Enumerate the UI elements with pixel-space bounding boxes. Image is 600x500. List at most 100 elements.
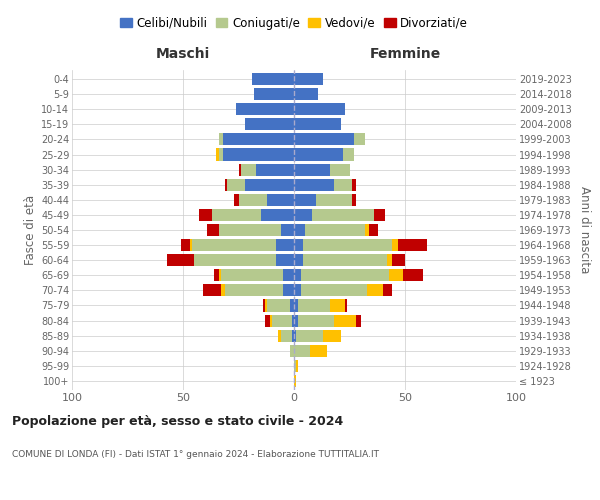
Bar — [245, 178, 294, 191]
Bar — [217, 148, 218, 160]
Bar — [234, 194, 239, 206]
Bar — [225, 178, 227, 191]
Bar — [221, 284, 225, 296]
Bar — [303, 239, 392, 251]
Bar — [292, 330, 294, 342]
Bar — [294, 360, 296, 372]
Bar — [294, 134, 354, 145]
Bar — [290, 344, 294, 357]
Bar — [281, 224, 294, 236]
Y-axis label: Fasce di età: Fasce di età — [23, 195, 37, 265]
Bar — [252, 73, 294, 85]
Legend: Celibi/Nubili, Coniugati/e, Vedovi/e, Divorziati/e: Celibi/Nubili, Coniugati/e, Vedovi/e, Di… — [115, 12, 473, 34]
Bar — [218, 224, 281, 236]
Bar — [218, 148, 223, 160]
Bar — [294, 375, 296, 387]
Bar — [365, 224, 370, 236]
Bar — [292, 314, 294, 326]
Bar — [398, 239, 427, 251]
Bar — [316, 194, 352, 206]
Bar — [354, 134, 365, 145]
Bar — [281, 330, 292, 342]
Bar — [392, 239, 398, 251]
Bar — [283, 269, 294, 281]
Bar — [294, 73, 323, 85]
Bar — [296, 360, 298, 372]
Bar — [221, 269, 283, 281]
Text: Maschi: Maschi — [156, 47, 210, 61]
Bar — [294, 194, 316, 206]
Text: Femmine: Femmine — [370, 47, 440, 61]
Bar — [356, 314, 361, 326]
Bar — [268, 300, 290, 312]
Bar — [294, 178, 334, 191]
Bar — [345, 300, 347, 312]
Bar — [334, 178, 352, 191]
Y-axis label: Anni di nascita: Anni di nascita — [578, 186, 591, 274]
Bar — [334, 314, 356, 326]
Bar — [294, 269, 301, 281]
Bar — [294, 103, 345, 116]
Bar — [389, 269, 403, 281]
Bar — [263, 300, 265, 312]
Bar — [225, 284, 283, 296]
Bar — [298, 300, 329, 312]
Bar — [223, 148, 294, 160]
Bar — [310, 344, 328, 357]
Bar — [387, 254, 392, 266]
Bar — [192, 239, 276, 251]
Bar — [269, 314, 272, 326]
Bar — [294, 148, 343, 160]
Bar — [374, 209, 385, 221]
Bar — [294, 209, 312, 221]
Bar — [296, 330, 323, 342]
Bar — [265, 314, 269, 326]
Bar — [268, 194, 294, 206]
Bar — [272, 314, 292, 326]
Bar — [167, 254, 194, 266]
Bar — [312, 209, 374, 221]
Bar — [294, 164, 329, 175]
Bar — [278, 330, 281, 342]
Bar — [301, 269, 389, 281]
Bar — [294, 284, 301, 296]
Bar — [214, 269, 218, 281]
Bar — [294, 88, 319, 100]
Bar — [212, 209, 261, 221]
Bar — [367, 284, 383, 296]
Bar — [370, 224, 379, 236]
Bar — [392, 254, 405, 266]
Bar — [329, 164, 350, 175]
Bar — [239, 164, 241, 175]
Bar — [383, 284, 392, 296]
Bar — [294, 224, 305, 236]
Bar — [352, 194, 356, 206]
Bar — [203, 284, 221, 296]
Bar — [190, 239, 192, 251]
Bar — [218, 269, 221, 281]
Bar — [276, 239, 294, 251]
Bar — [343, 148, 354, 160]
Bar — [245, 118, 294, 130]
Text: COMUNE DI LONDA (FI) - Dati ISTAT 1° gennaio 2024 - Elaborazione TUTTITALIA.IT: COMUNE DI LONDA (FI) - Dati ISTAT 1° gen… — [12, 450, 379, 459]
Bar — [403, 269, 423, 281]
Bar — [208, 224, 218, 236]
Bar — [236, 103, 294, 116]
Bar — [294, 344, 310, 357]
Bar — [256, 164, 294, 175]
Bar — [329, 300, 345, 312]
Bar — [290, 300, 294, 312]
Bar — [323, 330, 341, 342]
Bar — [305, 224, 365, 236]
Bar — [194, 254, 276, 266]
Bar — [241, 164, 256, 175]
Bar — [199, 209, 212, 221]
Bar — [227, 178, 245, 191]
Bar — [181, 239, 190, 251]
Bar — [261, 209, 294, 221]
Bar — [298, 314, 334, 326]
Bar — [276, 254, 294, 266]
Text: Popolazione per età, sesso e stato civile - 2024: Popolazione per età, sesso e stato civil… — [12, 415, 343, 428]
Bar — [265, 300, 268, 312]
Bar — [223, 134, 294, 145]
